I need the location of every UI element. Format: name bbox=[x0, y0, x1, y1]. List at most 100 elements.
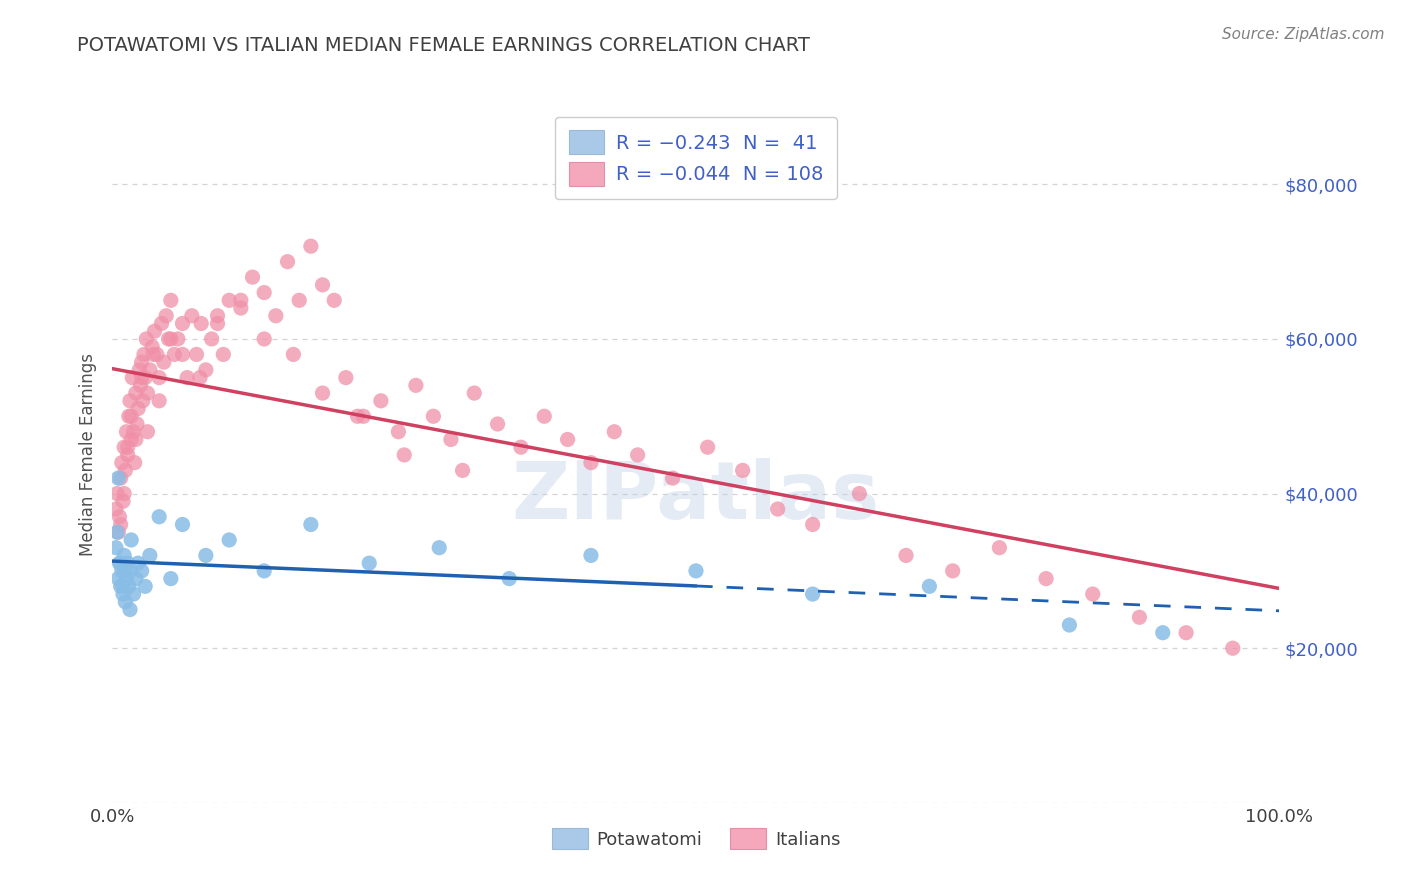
Point bbox=[194, 549, 217, 563]
Point bbox=[422, 409, 444, 424]
Point bbox=[122, 425, 145, 439]
Point bbox=[603, 425, 626, 439]
Point bbox=[766, 502, 789, 516]
Point bbox=[172, 517, 194, 532]
Point bbox=[111, 564, 134, 578]
Point bbox=[163, 347, 186, 361]
Point bbox=[112, 549, 135, 563]
Point bbox=[188, 370, 211, 384]
Point bbox=[129, 378, 152, 392]
Point bbox=[104, 502, 127, 516]
Point bbox=[120, 533, 142, 547]
Point bbox=[160, 572, 183, 586]
Point bbox=[253, 285, 276, 300]
Point bbox=[139, 363, 162, 377]
Point bbox=[229, 301, 252, 315]
Point bbox=[387, 425, 409, 439]
Point bbox=[112, 486, 135, 500]
Point bbox=[110, 579, 132, 593]
Point bbox=[148, 370, 170, 384]
Point bbox=[207, 317, 229, 331]
Point bbox=[117, 556, 139, 570]
Point bbox=[533, 409, 555, 424]
Point bbox=[127, 556, 149, 570]
Point bbox=[108, 556, 131, 570]
Point bbox=[118, 579, 141, 593]
Point bbox=[114, 463, 136, 477]
Point bbox=[114, 564, 136, 578]
Point bbox=[120, 409, 142, 424]
Point bbox=[148, 509, 170, 524]
Point bbox=[128, 363, 150, 377]
Point bbox=[299, 239, 322, 253]
Point bbox=[1059, 618, 1081, 632]
Point bbox=[427, 541, 450, 555]
Point bbox=[110, 517, 132, 532]
Point bbox=[125, 572, 148, 586]
Point bbox=[848, 486, 870, 500]
Point bbox=[105, 486, 128, 500]
Point bbox=[127, 401, 149, 416]
Point bbox=[335, 370, 357, 384]
Point bbox=[132, 347, 155, 361]
Point bbox=[125, 433, 148, 447]
Point bbox=[405, 378, 427, 392]
Point bbox=[118, 393, 141, 408]
Point bbox=[579, 549, 602, 563]
Point bbox=[1128, 610, 1150, 624]
Point bbox=[229, 293, 252, 308]
Point bbox=[148, 393, 170, 408]
Point bbox=[498, 572, 520, 586]
Point bbox=[153, 355, 176, 369]
Point bbox=[212, 347, 235, 361]
Point bbox=[311, 386, 333, 401]
Point bbox=[288, 293, 311, 308]
Point bbox=[1152, 625, 1174, 640]
Point bbox=[1035, 572, 1057, 586]
Point bbox=[451, 463, 474, 477]
Point bbox=[283, 347, 305, 361]
Point bbox=[111, 579, 134, 593]
Point bbox=[323, 293, 346, 308]
Point bbox=[685, 564, 707, 578]
Point bbox=[160, 332, 183, 346]
Point bbox=[346, 409, 368, 424]
Point bbox=[112, 440, 135, 454]
Point bbox=[160, 293, 183, 308]
Point bbox=[627, 448, 650, 462]
Point bbox=[111, 494, 134, 508]
Point bbox=[942, 564, 965, 578]
Point bbox=[134, 579, 156, 593]
Point bbox=[107, 525, 129, 540]
Point bbox=[117, 448, 139, 462]
Point bbox=[253, 332, 276, 346]
Text: Source: ZipAtlas.com: Source: ZipAtlas.com bbox=[1222, 27, 1385, 42]
Point bbox=[155, 309, 177, 323]
Point bbox=[1222, 641, 1244, 656]
Point bbox=[108, 509, 131, 524]
Point bbox=[359, 556, 381, 570]
Point bbox=[111, 587, 134, 601]
Point bbox=[134, 370, 156, 384]
Point bbox=[104, 541, 127, 555]
Point bbox=[135, 332, 157, 346]
Point bbox=[139, 549, 162, 563]
Point bbox=[801, 587, 824, 601]
Point bbox=[242, 270, 264, 285]
Point bbox=[180, 309, 202, 323]
Point bbox=[276, 254, 298, 268]
Point bbox=[731, 463, 754, 477]
Point bbox=[253, 564, 276, 578]
Point bbox=[131, 355, 153, 369]
Point bbox=[509, 440, 531, 454]
Point bbox=[1175, 625, 1198, 640]
Point bbox=[311, 277, 333, 292]
Point bbox=[1081, 587, 1104, 601]
Point bbox=[299, 517, 322, 532]
Point bbox=[107, 471, 129, 485]
Point bbox=[141, 340, 163, 354]
Point bbox=[157, 332, 180, 346]
Point bbox=[176, 370, 198, 384]
Point bbox=[918, 579, 941, 593]
Point bbox=[125, 417, 148, 431]
